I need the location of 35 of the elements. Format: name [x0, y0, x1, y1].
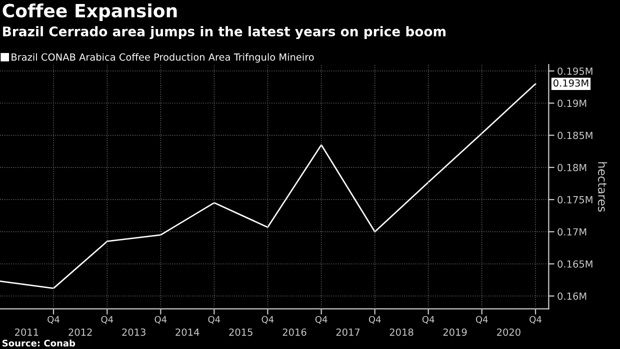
chart-title: Coffee Expansion	[2, 3, 177, 21]
x-tick-label: 2020	[497, 328, 520, 336]
y-tick-label: 0.195M	[558, 67, 592, 75]
legend-label: Brazil CONAB Arabica Coffee Production Area Trifngulo Mineiro	[12, 53, 314, 63]
x-tick-label: 2013	[122, 328, 146, 336]
x2-tick-label: Q4	[262, 316, 274, 324]
y-tick-label: 0.16M	[558, 292, 586, 300]
x-tick-label: 2015	[229, 328, 252, 336]
x2-tick-label: Q4	[315, 316, 328, 324]
x-tick-label: 2017	[336, 328, 360, 336]
y-tick-label: 0.165M	[558, 260, 592, 268]
source-note: Source: Conab	[2, 340, 76, 347]
x-tick-label: 2016	[282, 328, 306, 336]
x-tick-label: 2018	[390, 328, 414, 336]
x2-tick-label: Q4	[208, 316, 220, 324]
x-tick-label: 2014	[176, 328, 200, 336]
x2-tick-label: Q4	[368, 316, 381, 324]
x2-tick-label: Q4	[530, 316, 542, 324]
x2-tick-label: Q4	[422, 316, 434, 324]
x-tick-label: 2012	[68, 328, 92, 336]
y-tick-label: 0.175M	[558, 196, 592, 204]
chart-subtitle: Brazil Cerrado area jumps in the latest years on price boom	[3, 26, 446, 40]
line-series	[0, 83, 536, 289]
y-axis-title: hectares	[598, 162, 608, 212]
x2-tick-label: Q4	[101, 316, 114, 324]
x2-tick-label: Q4	[476, 316, 488, 324]
x2-tick-label: Q4	[154, 316, 167, 324]
x-tick-label: 2019	[443, 328, 467, 336]
y-tick-label: 0.185M	[558, 132, 592, 140]
annotation: 0.193M	[554, 79, 588, 87]
x2-tick-label: Q4	[48, 316, 60, 324]
y-tick-label: 0.17M	[558, 228, 586, 236]
x-tick-label: 2011	[15, 328, 38, 336]
y-tick-label: 0.19M	[558, 100, 586, 107]
y-tick-label: 0.18M	[558, 164, 586, 172]
